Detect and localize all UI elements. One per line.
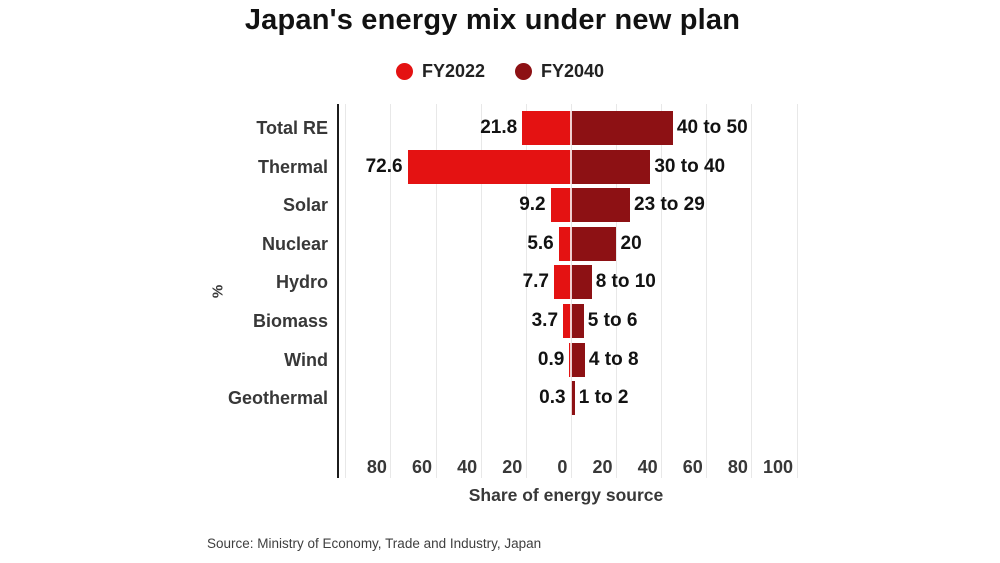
bar-fy2040 [571,188,631,223]
x-tick-label: 80 [727,457,748,477]
category-label: Wind [284,349,328,370]
category-label: Thermal [257,156,328,177]
bar-fy2040 [571,111,673,145]
x-tick-label: 20 [592,457,613,477]
value-label-fy2040: 40 to 50 [676,117,748,138]
x-tick-label: 100 [762,457,793,477]
plot-area: 80 60 40 20 0 20 40 60 80 100 21.8 40 to 50 72.6 30 t… [337,104,798,478]
bar-fy2022 [558,226,572,261]
value-label-fy2022: 0.9 [537,348,565,370]
value-label-fy2022: 3.7 [531,310,559,331]
gridline [796,104,798,478]
x-tick-label: 40 [457,457,478,477]
bar-fy2022 [407,149,572,184]
legend-swatch-fy2040-icon [515,63,532,80]
category-label: Nuclear [261,233,328,254]
zero-baseline-separator [570,265,573,300]
value-label-fy2040: 23 to 29 [634,194,705,216]
bar-fy2040 [571,304,584,338]
zero-baseline-separator [570,342,573,377]
value-label-fy2040: 8 to 10 [595,271,656,293]
x-tick-label: 60 [682,457,703,477]
value-label-fy2040: 4 to 8 [588,348,639,370]
legend-item-fy2040: FY2040 [515,61,604,82]
value-label-fy2040: 30 to 40 [654,155,726,177]
value-label-fy2022: 5.6 [527,232,554,254]
bar-fy2022 [563,304,572,338]
value-label-fy2040: 1 to 2 [578,387,629,409]
x-tick-label: 80 [366,457,387,477]
category-label: Total RE [256,118,328,138]
legend-swatch-fy2022-icon [395,63,413,80]
legend-label-fy2022: FY2022 [421,61,485,81]
bar-fy2040 [571,381,575,416]
legend: FY2022 FY2040 [0,61,1000,82]
chart-title: Japan's energy mix under new plan [244,4,741,36]
value-label-fy2022: 0.3 [539,387,566,409]
gridline [390,104,392,478]
zero-baseline-separator [570,188,573,223]
bar-fy2022 [569,342,572,377]
gridline [661,104,663,478]
category-label: Geothermal [227,388,328,409]
gridline [706,104,708,478]
category-label: Biomass [252,311,328,331]
zero-baseline-separator [570,226,573,261]
x-axis-title: Share of energy source [468,485,664,505]
gridline [616,104,617,478]
bar-fy2022 [522,111,572,145]
legend-item-fy2022: FY2022 [395,61,485,82]
x-tick-label: 40 [637,457,658,477]
bar-fy2022 [554,265,572,300]
zero-baseline-separator [570,304,573,338]
zero-baseline-separator [570,149,573,184]
gridline [751,104,753,478]
bar-fy2022 [550,188,572,223]
value-label-fy2040: 5 to 6 [587,310,638,331]
bar-fy2040 [571,265,592,300]
gridline [435,104,437,478]
category-label: Solar [282,195,328,216]
value-label-fy2022: 21.8 [480,117,518,138]
bar-fy2040 [571,149,651,184]
zero-baseline-separator [570,381,573,416]
value-label-fy2022: 72.6 [365,155,403,177]
value-label-fy2022: 7.7 [522,271,549,293]
gridline [480,104,482,478]
category-label: Hydro [275,272,328,293]
value-label-fy2022: 9.2 [519,194,546,216]
gridline [345,104,347,478]
zero-baseline-separator [570,111,573,145]
legend-label-fy2040: FY2040 [541,61,605,81]
bar-fy2040 [571,342,585,377]
x-tick-label: 0 [557,457,568,477]
bar-fy2040 [571,226,617,261]
x-tick-label: 60 [411,457,432,477]
gridline [525,104,527,478]
x-tick-label: 20 [502,457,523,477]
source-note: Source: Ministry of Economy, Trade and I… [207,536,542,551]
value-label-fy2040: 20 [620,232,642,254]
